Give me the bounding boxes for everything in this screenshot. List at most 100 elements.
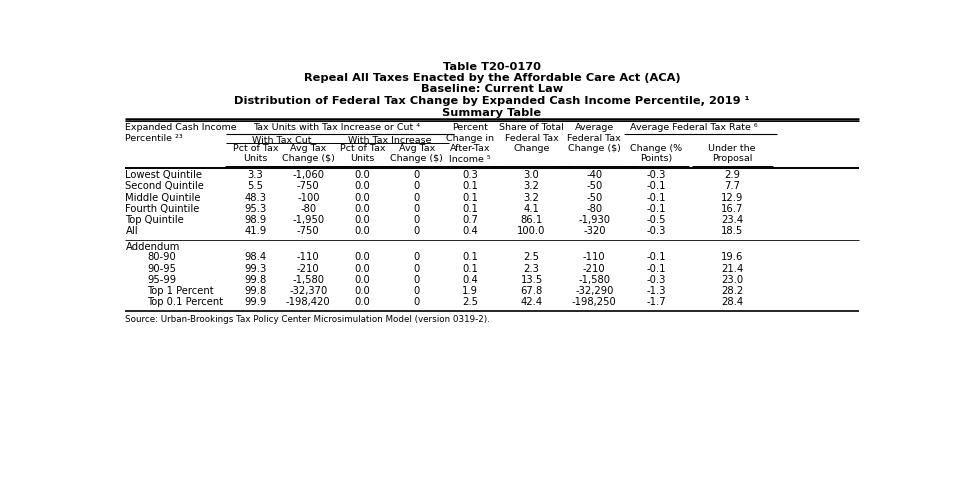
Text: -0.1: -0.1 (646, 252, 666, 262)
Text: Top Quintile: Top Quintile (126, 215, 184, 225)
Text: -198,250: -198,250 (572, 297, 616, 307)
Text: 0: 0 (414, 192, 420, 202)
Text: Lowest Quintile: Lowest Quintile (126, 170, 203, 180)
Text: 2.5: 2.5 (463, 297, 478, 307)
Text: Table T20-0170: Table T20-0170 (443, 62, 541, 72)
Text: -80: -80 (587, 204, 602, 214)
Text: 0.1: 0.1 (463, 181, 478, 191)
Text: 3.3: 3.3 (248, 170, 263, 180)
Text: 3.0: 3.0 (523, 170, 540, 180)
Text: -32,290: -32,290 (575, 286, 613, 296)
Text: 21.4: 21.4 (721, 264, 743, 273)
Text: -50: -50 (587, 192, 603, 202)
Text: -1.7: -1.7 (646, 297, 666, 307)
Text: -0.3: -0.3 (647, 226, 666, 236)
Text: 99.3: 99.3 (245, 264, 267, 273)
Text: -750: -750 (297, 226, 320, 236)
Text: Percent
Change in
After-Tax
Income ⁵: Percent Change in After-Tax Income ⁵ (446, 123, 494, 164)
Text: -210: -210 (297, 264, 320, 273)
Text: 99.9: 99.9 (245, 297, 267, 307)
Text: -0.1: -0.1 (646, 181, 666, 191)
Text: 0: 0 (414, 286, 420, 296)
Text: 0.1: 0.1 (463, 252, 478, 262)
Text: Summary Table: Summary Table (443, 108, 541, 118)
Text: 99.8: 99.8 (245, 286, 267, 296)
Text: -1,060: -1,060 (293, 170, 324, 180)
Text: Source: Urban-Brookings Tax Policy Center Microsimulation Model (version 0319-2): Source: Urban-Brookings Tax Policy Cente… (126, 315, 491, 324)
Text: Top 1 Percent: Top 1 Percent (147, 286, 214, 296)
Text: -1,930: -1,930 (578, 215, 611, 225)
Text: Top 0.1 Percent: Top 0.1 Percent (147, 297, 224, 307)
Text: -210: -210 (583, 264, 606, 273)
Text: 0.0: 0.0 (354, 286, 371, 296)
Text: 0: 0 (414, 181, 420, 191)
Text: -32,370: -32,370 (289, 286, 327, 296)
Text: 13.5: 13.5 (520, 275, 542, 285)
Text: 1.9: 1.9 (463, 286, 478, 296)
Text: 16.7: 16.7 (721, 204, 743, 214)
Text: 67.8: 67.8 (520, 286, 542, 296)
Text: 90-95: 90-95 (147, 264, 176, 273)
Text: 23.4: 23.4 (721, 215, 743, 225)
Text: Distribution of Federal Tax Change by Expanded Cash Income Percentile, 2019 ¹: Distribution of Federal Tax Change by Ex… (234, 96, 750, 106)
Text: Pct of Tax
Units: Pct of Tax Units (233, 144, 278, 164)
Text: 0.3: 0.3 (463, 170, 478, 180)
Text: 98.9: 98.9 (245, 215, 267, 225)
Text: 0.4: 0.4 (463, 226, 478, 236)
Text: Under the
Proposal: Under the Proposal (708, 144, 756, 164)
Text: 0.0: 0.0 (354, 297, 371, 307)
Text: -0.1: -0.1 (646, 204, 666, 214)
Text: Average
Federal Tax
Change ($): Average Federal Tax Change ($) (567, 123, 621, 153)
Text: Fourth Quintile: Fourth Quintile (126, 204, 200, 214)
Text: -1.3: -1.3 (646, 286, 666, 296)
Text: -80: -80 (300, 204, 317, 214)
Text: 0.0: 0.0 (354, 226, 371, 236)
Text: 0: 0 (414, 275, 420, 285)
Text: -100: -100 (297, 192, 320, 202)
Text: -198,420: -198,420 (286, 297, 330, 307)
Text: 98.4: 98.4 (245, 252, 267, 262)
Text: 0: 0 (414, 226, 420, 236)
Text: -50: -50 (587, 181, 603, 191)
Text: 80-90: 80-90 (147, 252, 176, 262)
Text: Addendum: Addendum (126, 243, 180, 252)
Text: 2.3: 2.3 (523, 264, 540, 273)
Text: 19.6: 19.6 (721, 252, 743, 262)
Text: 0.1: 0.1 (463, 264, 478, 273)
Text: Avg Tax
Change ($): Avg Tax Change ($) (391, 144, 444, 164)
Text: 28.4: 28.4 (721, 297, 743, 307)
Text: -0.3: -0.3 (647, 275, 666, 285)
Text: 4.1: 4.1 (523, 204, 540, 214)
Text: 28.2: 28.2 (721, 286, 743, 296)
Text: -1,580: -1,580 (578, 275, 611, 285)
Text: Change (%
Points): Change (% Points) (630, 144, 683, 164)
Text: 0.0: 0.0 (354, 252, 371, 262)
Text: -750: -750 (297, 181, 320, 191)
Text: Repeal All Taxes Enacted by the Affordable Care Act (ACA): Repeal All Taxes Enacted by the Affordab… (303, 73, 681, 83)
Text: With Tax Cut: With Tax Cut (252, 136, 312, 145)
Text: -0.1: -0.1 (646, 264, 666, 273)
Text: 0.0: 0.0 (354, 264, 371, 273)
Text: 0.0: 0.0 (354, 275, 371, 285)
Text: 3.2: 3.2 (523, 181, 540, 191)
Text: -1,950: -1,950 (292, 215, 324, 225)
Text: -110: -110 (583, 252, 606, 262)
Text: 0.7: 0.7 (463, 215, 478, 225)
Text: Average Federal Tax Rate ⁶: Average Federal Tax Rate ⁶ (631, 123, 758, 132)
Text: 23.0: 23.0 (721, 275, 743, 285)
Text: 86.1: 86.1 (520, 215, 542, 225)
Text: 0.0: 0.0 (354, 181, 371, 191)
Text: 2.5: 2.5 (523, 252, 540, 262)
Text: Expanded Cash Income
Percentile ²³: Expanded Cash Income Percentile ²³ (126, 123, 237, 142)
Text: 0.0: 0.0 (354, 215, 371, 225)
Text: 42.4: 42.4 (520, 297, 542, 307)
Text: 0: 0 (414, 170, 420, 180)
Text: 0: 0 (414, 204, 420, 214)
Text: 95.3: 95.3 (245, 204, 267, 214)
Text: 100.0: 100.0 (517, 226, 545, 236)
Text: -0.3: -0.3 (647, 170, 666, 180)
Text: 3.2: 3.2 (523, 192, 540, 202)
Text: -110: -110 (297, 252, 320, 262)
Text: -1,580: -1,580 (293, 275, 324, 285)
Text: 5.5: 5.5 (248, 181, 264, 191)
